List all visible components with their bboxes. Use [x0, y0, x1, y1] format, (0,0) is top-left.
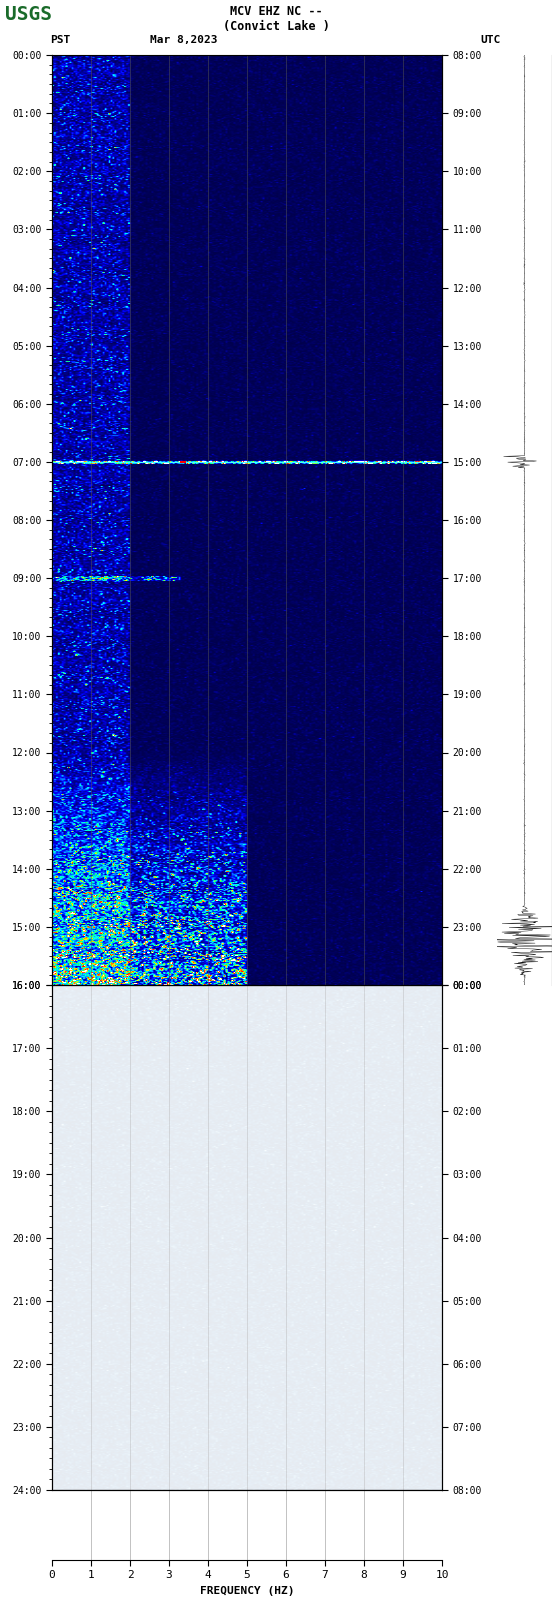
- X-axis label: FREQUENCY (HZ): FREQUENCY (HZ): [200, 1586, 294, 1595]
- Text: UTC: UTC: [480, 35, 500, 45]
- Text: (Convict Lake ): (Convict Lake ): [222, 19, 330, 32]
- Text: USGS: USGS: [5, 5, 52, 24]
- Text: PST: PST: [50, 35, 70, 45]
- Text: MCV EHZ NC --: MCV EHZ NC --: [230, 5, 322, 18]
- Text: Mar 8,2023: Mar 8,2023: [150, 35, 217, 45]
